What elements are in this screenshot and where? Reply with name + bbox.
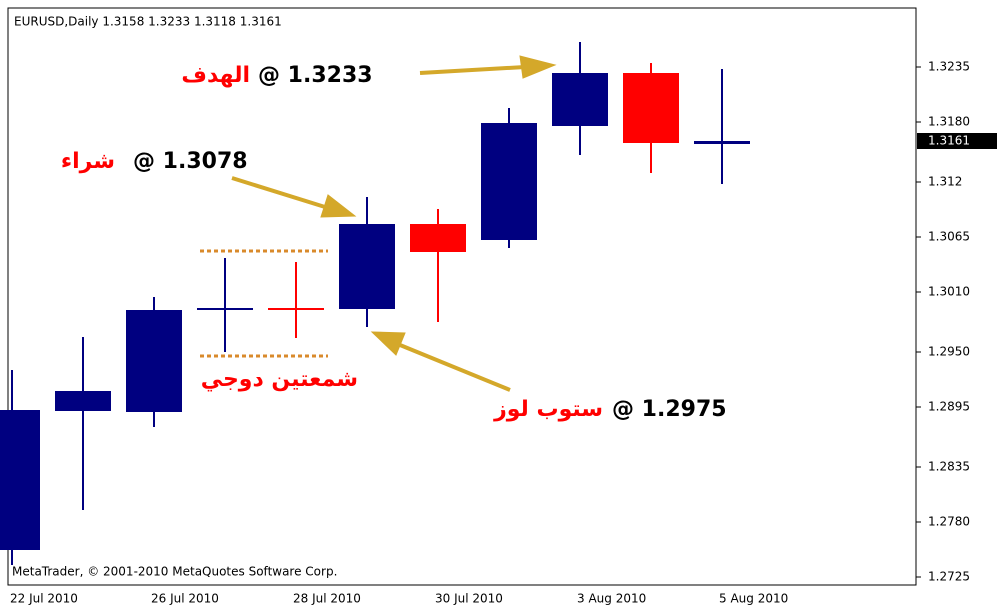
annotation-text: @ 1.2975	[612, 397, 727, 422]
y-tick-label: 1.2895	[928, 400, 970, 414]
annotation-label: شراء	[61, 149, 115, 174]
y-tick-label: 1.3180	[928, 115, 970, 129]
annotation-label: شمعتين دوجي	[201, 367, 358, 392]
doji-box	[200, 249, 328, 358]
candle-body	[623, 73, 679, 143]
arrows	[231, 55, 557, 392]
y-tick-label: 1.312	[928, 175, 962, 189]
candle-body	[55, 391, 111, 411]
x-tick-label: 28 Jul 2010	[293, 592, 361, 606]
candle-body	[694, 141, 750, 144]
candle-body	[0, 410, 40, 550]
x-tick-label: 26 Jul 2010	[151, 592, 219, 606]
candle-body	[410, 224, 466, 252]
annotation-label: ستوب لوز	[493, 397, 603, 422]
y-tick-label: 1.2725	[928, 570, 970, 584]
current-price-box	[917, 133, 997, 149]
x-tick-label: 5 Aug 2010	[719, 592, 788, 606]
annotation-text: @ 1.3078	[133, 149, 248, 174]
y-tick-label: 1.2835	[928, 460, 970, 474]
candle-body	[268, 308, 324, 310]
candle-body	[552, 73, 608, 126]
arrow-head	[519, 55, 557, 79]
arrow-head	[320, 194, 357, 218]
chart-title: EURUSD,Daily 1.3158 1.3233 1.3118 1.3161	[14, 15, 282, 29]
current-price-label: 1.3161	[928, 134, 970, 148]
y-tick-label: 1.3065	[928, 230, 970, 244]
arrow-head	[370, 331, 406, 356]
x-tick-label: 3 Aug 2010	[577, 592, 646, 606]
arrow	[419, 65, 526, 75]
x-tick-label: 22 Jul 2010	[10, 592, 78, 606]
arrow	[231, 176, 326, 209]
annotation-label: الهدف	[181, 63, 250, 88]
arrow	[399, 343, 511, 392]
y-tick-label: 1.3235	[928, 60, 970, 74]
plot-frame	[7, 7, 917, 586]
candle-body	[481, 123, 537, 240]
x-tick-label: 30 Jul 2010	[435, 592, 503, 606]
candle-body	[339, 224, 395, 309]
candle-body	[197, 308, 253, 310]
y-tick-label: 1.3010	[928, 285, 970, 299]
y-tick-label: 1.2950	[928, 345, 970, 359]
annotation-text: @ 1.3233	[258, 63, 373, 88]
candle-body	[126, 310, 182, 412]
y-tick-label: 1.2780	[928, 515, 970, 529]
footer: MetaTrader, © 2001-2010 MetaQuotes Softw…	[12, 565, 337, 579]
